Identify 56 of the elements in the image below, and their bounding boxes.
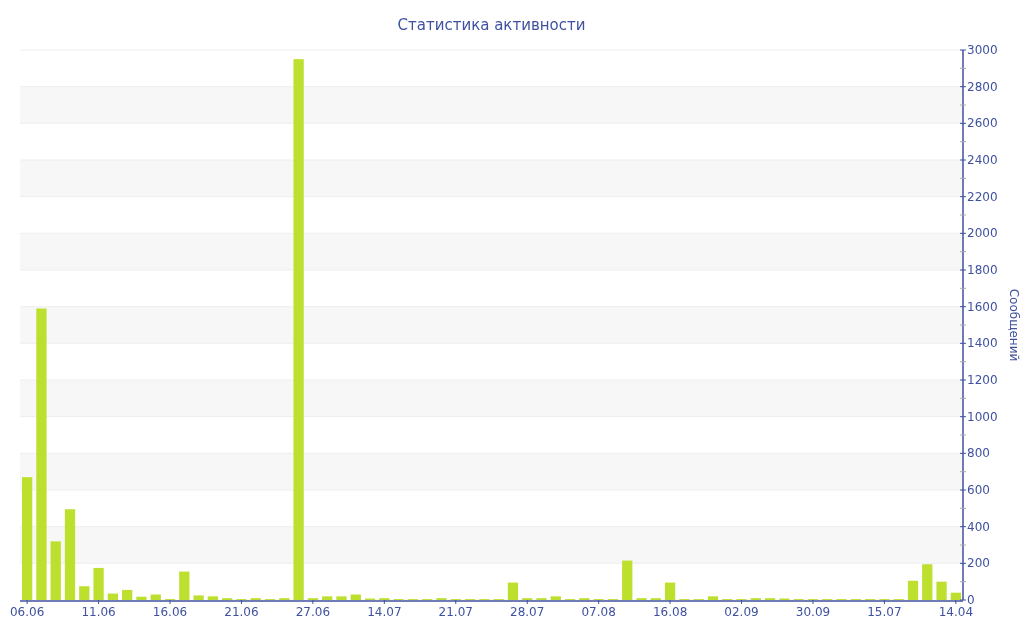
y-tick-label: 2200	[967, 189, 998, 204]
y-tick-label: 1200	[967, 373, 998, 387]
x-tick-label: 02.09	[724, 605, 759, 619]
bar	[922, 564, 933, 600]
bar	[507, 582, 519, 600]
x-tick-label: 28.07	[510, 605, 545, 619]
y-tick-label: 3000	[967, 43, 998, 57]
y-tick-label: 1000	[967, 409, 998, 424]
x-tick-label: 06.06	[9, 605, 45, 619]
bar	[179, 571, 190, 600]
bar	[622, 560, 633, 600]
y-tick-label: 1800	[967, 263, 998, 277]
y-tick-label: 800	[967, 446, 990, 461]
x-tick-label: 16.06	[152, 605, 188, 619]
x-tick-label: 21.06	[224, 605, 259, 619]
bar	[664, 582, 676, 600]
bar	[136, 596, 147, 600]
x-tick-label: 11.06	[81, 605, 116, 619]
bar	[107, 593, 119, 600]
x-tick-label: 30.09	[795, 605, 831, 619]
x-tick-label: 07.08	[581, 605, 616, 619]
bar	[550, 596, 561, 600]
y-tick-label: 400	[967, 519, 990, 534]
chart-title: Статистика активности	[397, 16, 586, 34]
bar	[336, 596, 347, 600]
x-tick-label: 16.08	[652, 605, 688, 619]
bar	[936, 581, 947, 600]
bar	[293, 59, 304, 600]
y-tick-label: 2600	[967, 116, 998, 131]
bar	[122, 589, 133, 600]
bar	[193, 595, 204, 600]
y-tick-label: 1600	[967, 299, 998, 314]
bar	[50, 541, 61, 600]
bar	[93, 567, 104, 600]
y-tick-label: 2400	[967, 153, 998, 167]
y-tick-label: 200	[967, 556, 990, 571]
bar	[322, 596, 333, 600]
y-tick-label: 2800	[967, 79, 998, 94]
y-tick-label: 1400	[967, 336, 998, 351]
x-tick-label: 21.07	[438, 605, 473, 619]
bar	[22, 477, 33, 600]
x-tick-label: 14.04	[938, 605, 974, 619]
y-tick-label: 2000	[967, 226, 998, 241]
bar	[64, 509, 76, 600]
y-axis-title: Сообщений	[1007, 288, 1021, 362]
bar	[907, 580, 919, 600]
bar	[950, 592, 961, 600]
y-tick-label: 0	[967, 593, 975, 607]
bar	[207, 596, 219, 600]
y-tick-label: 600	[967, 483, 990, 497]
bar	[707, 596, 719, 600]
x-tick-label: 15.07	[867, 605, 902, 619]
bar	[79, 586, 90, 600]
x-tick-label: 27.06	[295, 605, 331, 619]
bar	[36, 308, 47, 600]
x-tick-label: 14.07	[367, 605, 402, 619]
